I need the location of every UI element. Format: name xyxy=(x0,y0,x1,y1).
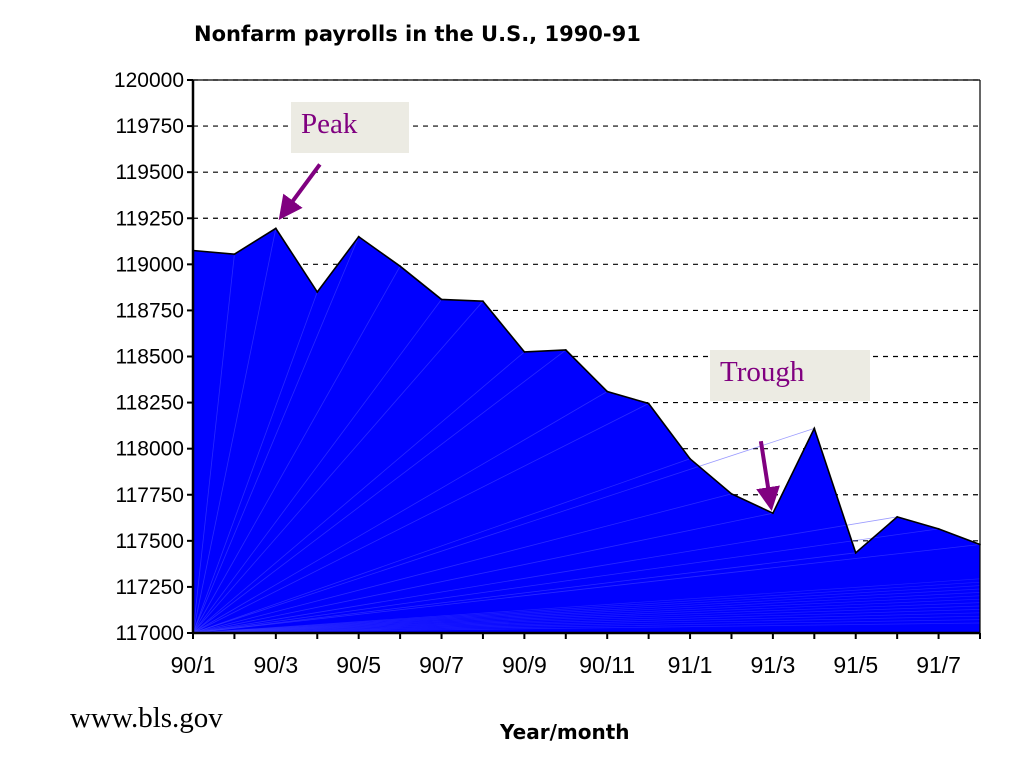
y-tick-label: 117000 xyxy=(115,622,184,645)
source-note: www.bls.gov xyxy=(70,702,223,734)
trough-annotation: Trough xyxy=(710,350,870,401)
shade-line xyxy=(192,300,484,634)
shade-line xyxy=(192,615,981,634)
y-tick-label: 117250 xyxy=(115,576,184,599)
shade-line xyxy=(192,544,981,634)
data-point xyxy=(440,298,443,301)
shade-line xyxy=(192,612,981,634)
data-point xyxy=(233,253,236,256)
y-tick-label: 117750 xyxy=(115,484,184,507)
shade-line xyxy=(192,351,525,634)
x-tick-label: 91/3 xyxy=(751,652,796,678)
payroll-area xyxy=(193,228,980,633)
data-point xyxy=(854,551,857,554)
y-tick-label: 119500 xyxy=(115,161,184,184)
trough-arrow xyxy=(756,440,780,512)
peak-label: Peak xyxy=(301,108,358,140)
data-point xyxy=(523,350,526,353)
shade-line xyxy=(192,528,939,634)
shade-line xyxy=(192,493,732,634)
shade-line xyxy=(192,458,691,634)
shade-line xyxy=(192,391,608,634)
data-point xyxy=(896,515,899,518)
y-tick-label: 118750 xyxy=(115,299,184,322)
y-tick-label: 119750 xyxy=(115,115,184,138)
x-axis-title: Year/month xyxy=(500,720,630,744)
shade-line xyxy=(192,595,981,634)
y-tick-label: 118250 xyxy=(115,392,184,415)
shade-line xyxy=(192,622,981,634)
y-tick-label: 118500 xyxy=(115,346,184,369)
shade-line xyxy=(192,578,981,634)
shade-line xyxy=(192,516,898,634)
data-point xyxy=(730,492,733,495)
x-tick-label: 90/5 xyxy=(336,652,381,678)
data-point xyxy=(689,457,692,460)
data-point xyxy=(606,390,609,393)
shade-line xyxy=(192,619,981,634)
shade-line xyxy=(192,592,981,634)
shade-line xyxy=(192,236,360,634)
shade-line xyxy=(192,299,442,634)
x-tick-label: 90/3 xyxy=(253,652,298,678)
shade-line xyxy=(192,428,815,634)
trough-label: Trough xyxy=(720,356,805,388)
data-point xyxy=(813,427,816,430)
data-point xyxy=(937,527,940,530)
data-point xyxy=(771,512,774,515)
shade-line xyxy=(192,609,981,634)
data-point xyxy=(399,265,402,268)
x-tick-label: 90/1 xyxy=(171,652,216,678)
x-tick-label: 91/7 xyxy=(916,652,961,678)
data-point xyxy=(274,227,277,230)
shade-line xyxy=(192,403,649,634)
y-tick-label: 119250 xyxy=(115,207,184,230)
shade-line xyxy=(192,552,856,634)
shade-line xyxy=(192,602,981,634)
shade-line xyxy=(192,512,773,634)
shade-line xyxy=(192,581,981,634)
x-tick-label: 90/11 xyxy=(579,652,635,678)
shade-line xyxy=(192,265,401,634)
shade-line xyxy=(192,605,981,634)
peak-annotation: Peak xyxy=(291,102,409,153)
y-tick-label: 120000 xyxy=(114,69,184,92)
y-tick-label: 117500 xyxy=(115,530,184,553)
payroll-line xyxy=(192,227,981,555)
shade-line xyxy=(192,291,318,634)
data-point xyxy=(564,349,567,352)
data-point xyxy=(357,235,360,238)
x-tick-label: 91/5 xyxy=(833,652,878,678)
shade-line xyxy=(192,228,277,634)
x-tick-label: 91/1 xyxy=(668,652,713,678)
shade-line xyxy=(192,254,235,634)
y-tick-label: 119000 xyxy=(115,253,184,276)
shade-line xyxy=(192,585,981,634)
data-point xyxy=(316,290,319,293)
peak-arrow xyxy=(278,163,322,221)
data-point xyxy=(481,300,484,303)
x-tick-label: 90/7 xyxy=(419,652,464,678)
shade-line xyxy=(192,588,981,634)
chart-title: Nonfarm payrolls in the U.S., 1990-91 xyxy=(194,22,641,46)
x-tick-label: 90/9 xyxy=(502,652,547,678)
y-tick-label: 118000 xyxy=(115,438,184,461)
shade-line xyxy=(192,598,981,634)
data-point xyxy=(647,402,650,405)
shade-line xyxy=(192,349,567,634)
